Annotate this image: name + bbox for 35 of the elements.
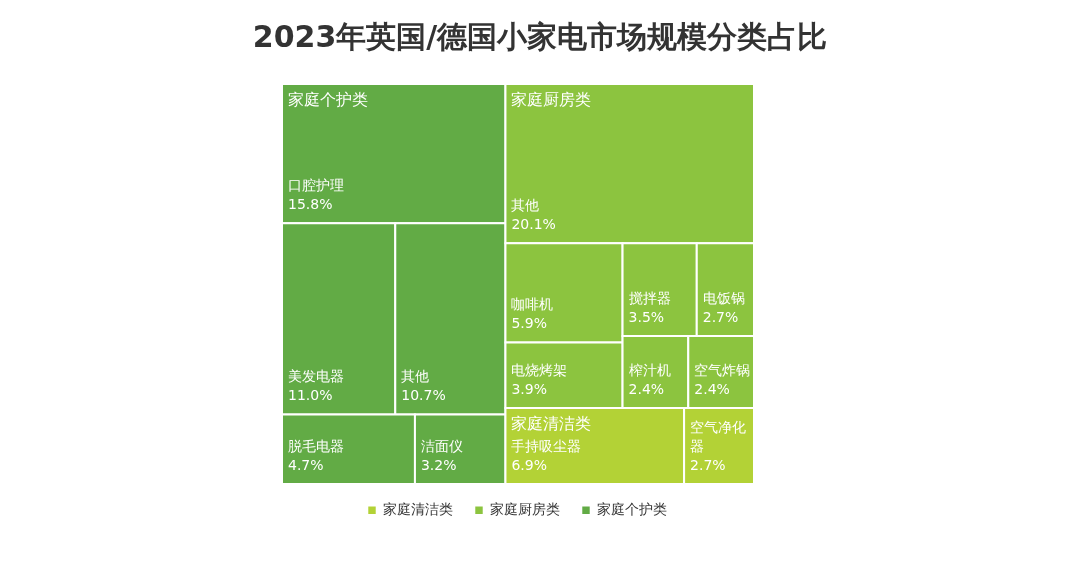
data-label: 10.7% bbox=[401, 387, 446, 404]
category-label: 搅拌器 bbox=[628, 290, 671, 307]
legend-label: 家庭厨房类 bbox=[490, 501, 560, 518]
text: 家庭个护类 bbox=[288, 90, 368, 109]
category-label: 空气净化器 bbox=[690, 419, 747, 454]
data-label: 2.4% bbox=[628, 380, 665, 397]
category-label: 空气炸锅 bbox=[694, 361, 751, 378]
category-label: 洁面仪 bbox=[420, 438, 463, 454]
category-label: 手持吸尘器 bbox=[511, 438, 582, 454]
data-label: 15.8% bbox=[288, 196, 333, 213]
data-label: 2.7% bbox=[702, 309, 739, 326]
data-label: 11.0% bbox=[288, 387, 333, 404]
text: 家庭厨房类 bbox=[511, 90, 592, 109]
category-label: 电烧烤架 bbox=[511, 361, 568, 378]
legend-label: 家庭清洁类 bbox=[383, 501, 453, 518]
data-label: 5.9% bbox=[511, 315, 548, 332]
text: 家庭清洁类 bbox=[511, 413, 592, 433]
data-label: 6.9% bbox=[511, 457, 548, 473]
text: 2023年英国/德国小家电市场规模分类占比 bbox=[252, 19, 828, 54]
data-label: 2.7% bbox=[690, 457, 726, 473]
category-label: 咖啡机 bbox=[511, 296, 554, 313]
legend-label: 家庭个护类 bbox=[597, 501, 667, 518]
data-label: 3.9% bbox=[511, 380, 548, 397]
data-label: 4.7% bbox=[288, 457, 324, 473]
data-label: 3.5% bbox=[628, 309, 665, 326]
data-label: 3.2% bbox=[420, 457, 457, 473]
category-label: 电饭锅 bbox=[702, 290, 745, 307]
category-label: 榨汁机 bbox=[628, 361, 671, 378]
data-label: 2.4% bbox=[694, 380, 730, 397]
category-label: 其他 bbox=[401, 368, 430, 385]
data-label: 20.1% bbox=[511, 216, 556, 233]
category-label: 口腔护理 bbox=[288, 177, 344, 194]
category-label: 其他 bbox=[511, 197, 540, 214]
category-label: 美发电器 bbox=[288, 368, 344, 385]
category-label: 脱毛电器 bbox=[288, 438, 344, 454]
